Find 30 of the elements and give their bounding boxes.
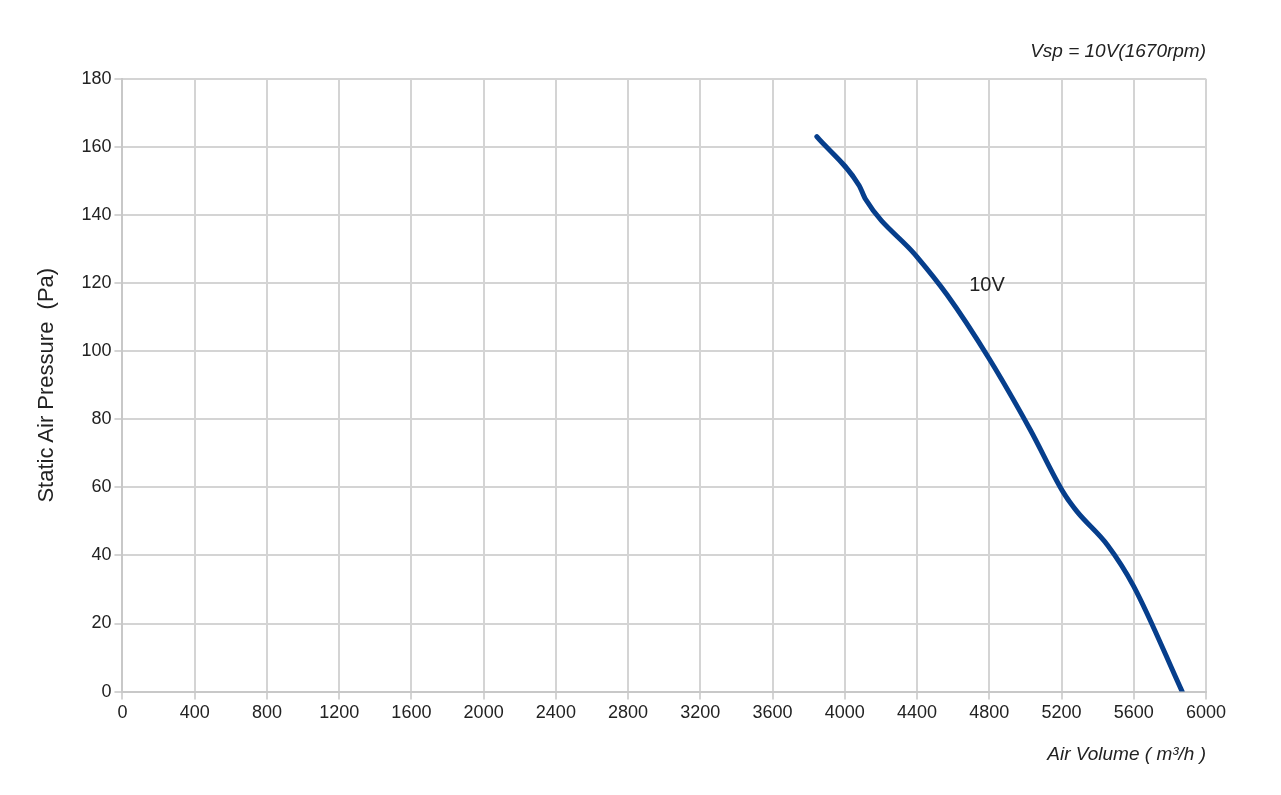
x-tick-label: 6000 bbox=[1185, 702, 1227, 723]
y-axis-title: Static Air Pressure (Pa) bbox=[33, 267, 59, 503]
x-tick-label: 2400 bbox=[535, 702, 576, 723]
x-tick-label: 1200 bbox=[319, 702, 360, 723]
x-tick-label: 0 bbox=[117, 702, 128, 723]
y-tick-label: 100 bbox=[81, 340, 112, 361]
y-tick-label: 180 bbox=[81, 67, 112, 88]
x-axis-title: Air Volume ( m³/h ) bbox=[1046, 742, 1206, 764]
x-tick-label: 4000 bbox=[824, 702, 865, 723]
x-tick-label: 3200 bbox=[680, 702, 721, 723]
x-tick-label: 1600 bbox=[391, 702, 432, 723]
y-tick-label: 40 bbox=[91, 544, 112, 565]
x-tick-label: 3600 bbox=[752, 702, 793, 723]
y-tick-label: 20 bbox=[91, 612, 112, 633]
x-tick-label: 800 bbox=[251, 702, 282, 723]
x-tick-label: 2000 bbox=[463, 702, 504, 723]
y-tick-label: 0 bbox=[101, 680, 112, 701]
y-tick-label: 80 bbox=[91, 408, 112, 429]
y-tick-label: 160 bbox=[81, 135, 112, 156]
x-tick-label: 4400 bbox=[897, 702, 938, 723]
x-tick-label: 400 bbox=[179, 702, 210, 723]
x-tick-label: 5200 bbox=[1041, 702, 1082, 723]
chart-title: Vsp = 10V(1670rpm) bbox=[1030, 39, 1206, 61]
x-tick-label: 5600 bbox=[1113, 702, 1154, 723]
y-tick-label: 120 bbox=[81, 272, 112, 293]
y-tick-label: 140 bbox=[81, 203, 112, 224]
x-tick-label: 2800 bbox=[608, 702, 649, 723]
x-tick-label: 4800 bbox=[969, 702, 1010, 723]
series-label: 10V bbox=[969, 273, 1006, 296]
y-tick-label: 60 bbox=[91, 476, 112, 497]
